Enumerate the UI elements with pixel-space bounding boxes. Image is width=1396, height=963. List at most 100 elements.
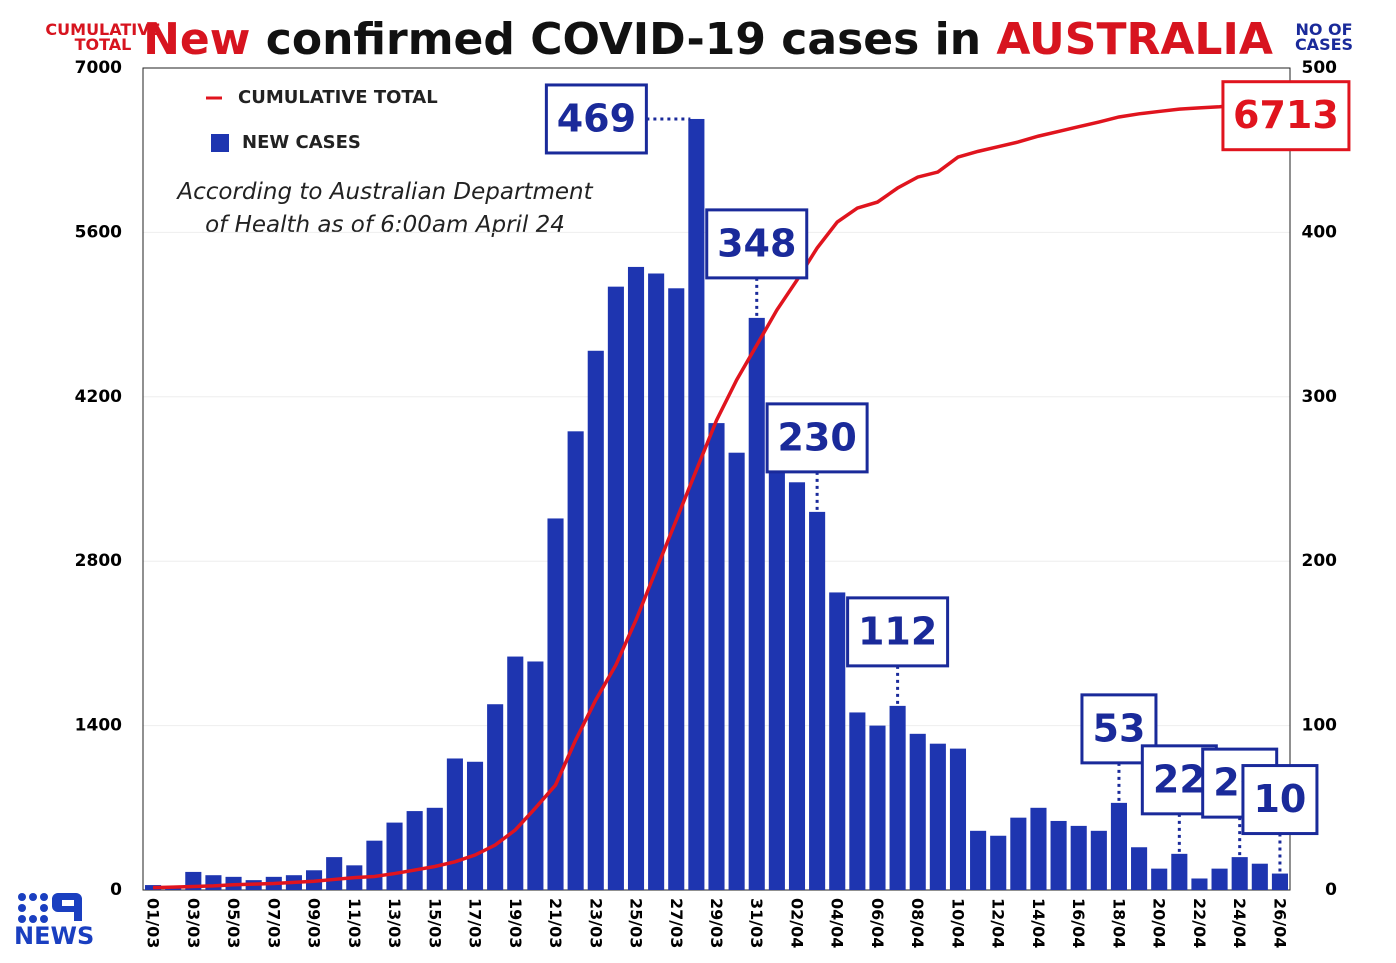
y2-tick-label: 300 [1302, 387, 1338, 407]
label-box [765, 402, 869, 474]
bar [728, 452, 745, 890]
bar [1211, 868, 1228, 890]
x-tick-label: 21/03 [546, 898, 565, 948]
bar [949, 748, 967, 890]
x-tick-label: 13/03 [385, 898, 404, 948]
y2-tick-label: 0 [1325, 880, 1337, 900]
bar [889, 705, 906, 890]
bar [648, 273, 665, 890]
title-part: AUSTRALIA [996, 14, 1273, 65]
bar [788, 482, 806, 890]
y2-tick-label: 500 [1302, 58, 1338, 78]
bar [567, 431, 584, 890]
x-tick-label: 29/03 [707, 898, 726, 948]
bar [990, 835, 1007, 890]
bar [768, 449, 785, 890]
x-tick-label: 18/04 [1109, 898, 1128, 948]
title-part: New [143, 14, 250, 65]
x-tick-label: 25/03 [627, 898, 646, 948]
bar [1231, 857, 1248, 890]
bar [1271, 873, 1288, 890]
data-label: 10 [1253, 777, 1306, 821]
y-tick-label: 7000 [75, 58, 122, 78]
x-tick-label: 14/04 [1029, 898, 1048, 948]
bar [527, 661, 544, 890]
x-tick-label: 16/04 [1069, 898, 1088, 948]
x-tick-label: 07/03 [264, 898, 283, 948]
x-tick-label: 17/03 [466, 898, 485, 948]
label-box [705, 208, 809, 280]
y-tick-label: 0 [110, 880, 122, 900]
bar [1171, 853, 1188, 890]
x-tick-label: 03/03 [184, 898, 203, 948]
y2-tick-label: 100 [1302, 716, 1338, 736]
data-label: 6713 [1233, 93, 1339, 137]
bar [1090, 830, 1107, 890]
x-tick-label: 06/04 [868, 898, 887, 948]
x-tick-label: 27/03 [667, 898, 686, 948]
data-label: 348 [717, 221, 796, 265]
label-box [1241, 764, 1319, 836]
data-label: 22 [1153, 757, 1206, 801]
x-tick-label: 10/04 [948, 898, 967, 948]
bar [587, 350, 604, 890]
data-label: 230 [777, 415, 856, 459]
bar [708, 423, 725, 890]
bar [607, 286, 624, 891]
label-box [544, 83, 648, 155]
bar [1070, 825, 1087, 890]
y-tick-label: 1400 [75, 716, 122, 736]
bar [688, 118, 705, 891]
x-tick-label: 22/04 [1190, 898, 1209, 948]
logo: NEWS [14, 893, 94, 950]
y-axis-title: CUMULATIVE TOTAL [45, 20, 161, 54]
bar [547, 518, 564, 890]
x-tick-label: 04/04 [828, 898, 847, 948]
y2-tick-label: 400 [1302, 222, 1338, 242]
bar [426, 807, 443, 890]
x-tick-label: 12/04 [989, 898, 1008, 948]
bar [1151, 868, 1168, 890]
label-box [1080, 693, 1158, 765]
x-tick-label: 23/03 [586, 898, 605, 948]
bar [1191, 878, 1208, 890]
bar [1030, 807, 1047, 890]
x-tick-label: 09/03 [305, 898, 324, 948]
y2-tick-label: 200 [1302, 551, 1338, 571]
x-tick-label: 24/04 [1230, 898, 1249, 948]
bar [406, 811, 423, 890]
x-tick-label: 26/04 [1270, 898, 1289, 948]
bar [929, 743, 946, 890]
bar [507, 656, 524, 890]
bar [809, 511, 826, 890]
bar [326, 857, 343, 890]
y-tick-label: 2800 [75, 551, 122, 571]
note: According to Australian Department of He… [177, 179, 593, 238]
bar [446, 758, 463, 890]
x-tick-label: 02/04 [787, 898, 806, 948]
bar [1050, 820, 1067, 890]
bar [165, 888, 182, 890]
x-tick-label: 11/03 [345, 898, 364, 948]
y2-axis-title: NO OF CASES [1294, 20, 1354, 54]
x-tick-label: 08/04 [908, 898, 927, 948]
bar [849, 712, 866, 890]
bar [1131, 847, 1148, 890]
bar [829, 592, 846, 890]
legend-label: CUMULATIVE TOTAL [238, 87, 438, 108]
label-box [846, 596, 950, 668]
data-label: 53 [1093, 706, 1146, 750]
bar [1110, 802, 1128, 890]
bar [970, 830, 987, 890]
data-label: 112 [858, 609, 937, 653]
x-tick-label: 31/03 [747, 898, 766, 948]
bar [748, 317, 765, 890]
logo-text: NEWS [14, 922, 94, 950]
legend-swatch [211, 134, 229, 152]
bar [466, 761, 484, 890]
x-tick-label: 01/03 [144, 898, 163, 948]
bar [909, 733, 926, 890]
y-tick-label: 5600 [75, 222, 122, 242]
legend-label: NEW CASES [242, 132, 361, 153]
